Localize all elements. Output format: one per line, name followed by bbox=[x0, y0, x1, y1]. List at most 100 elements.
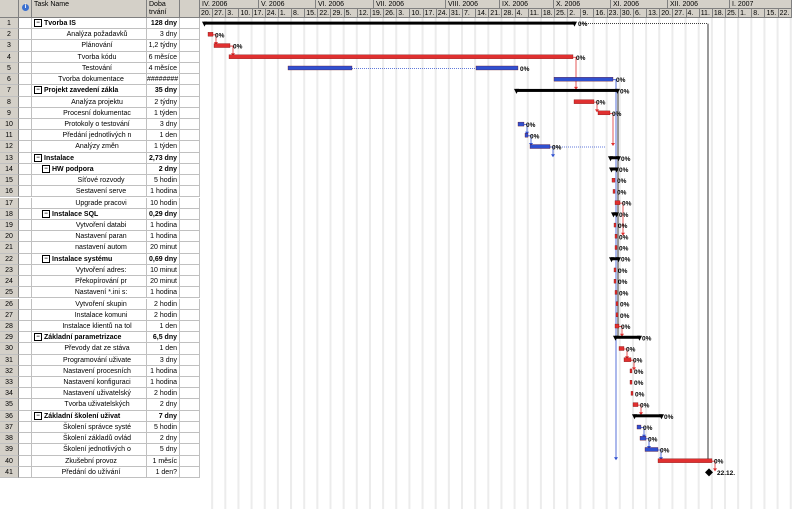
table-row[interactable]: 34 Nastavení uživatelský 2 hodin bbox=[0, 388, 200, 400]
extra-cell[interactable] bbox=[180, 354, 200, 366]
row-id[interactable]: 32 bbox=[0, 365, 19, 377]
collapse-toggle-icon[interactable]: − bbox=[34, 19, 42, 28]
duration-cell[interactable]: 0,69 dny bbox=[147, 253, 180, 265]
task-name-cell[interactable]: Školení jednotlivých o bbox=[32, 444, 147, 456]
extra-cell[interactable] bbox=[180, 410, 200, 422]
duration-cell[interactable]: 1 hodina bbox=[147, 377, 180, 389]
duration-cell[interactable]: 2 dny bbox=[147, 433, 180, 445]
duration-cell[interactable]: 1 měsíc bbox=[147, 455, 180, 467]
row-id[interactable]: 38 bbox=[0, 433, 19, 445]
extra-cell[interactable] bbox=[180, 377, 200, 389]
extra-cell[interactable] bbox=[180, 287, 200, 299]
row-id[interactable]: 11 bbox=[0, 130, 19, 142]
duration-cell[interactable]: ######## bbox=[147, 74, 180, 86]
extra-cell[interactable] bbox=[180, 276, 200, 288]
collapse-toggle-icon[interactable]: − bbox=[34, 153, 42, 162]
table-row[interactable]: 19 Vytvoření databi 1 hodina bbox=[0, 219, 200, 232]
task-name-cell[interactable]: Síťové rozvody bbox=[32, 175, 147, 187]
row-id[interactable]: 33 bbox=[0, 377, 19, 389]
row-id[interactable]: 3 bbox=[0, 40, 19, 52]
table-row[interactable]: 20 Nastavení paran 1 hodina bbox=[0, 231, 200, 243]
duration-cell[interactable]: 1 hodina bbox=[147, 219, 180, 232]
extra-cell[interactable] bbox=[180, 141, 200, 153]
task-name-cell[interactable]: Školení správce systé bbox=[32, 421, 147, 434]
row-id[interactable]: 8 bbox=[0, 96, 19, 108]
table-row[interactable]: 7− Projekt zavedení zákla 35 dny bbox=[0, 85, 200, 97]
duration-cell[interactable]: 1,2 týdny bbox=[147, 40, 180, 52]
duration-cell[interactable]: 1 týden bbox=[147, 141, 180, 153]
table-row[interactable]: 18− Instalace SQL 0,29 dny bbox=[0, 208, 200, 220]
duration-cell[interactable]: 1 hodina bbox=[147, 231, 180, 243]
table-row[interactable]: 30 Převody dat ze stáva 1 den bbox=[0, 343, 200, 355]
table-row[interactable]: 41 Předání do užívání 1 den? bbox=[0, 466, 200, 478]
task-name-cell[interactable]: − Základní parametrizace bbox=[32, 332, 147, 344]
duration-cell[interactable]: 2 dny bbox=[147, 163, 180, 176]
gantt-chart[interactable]: 0%0%0%0%0%0%0%0%0%0%0%0%0%0%0%0%0%0%0%0%… bbox=[200, 18, 792, 509]
task-name-cell[interactable]: Předání do užívání bbox=[32, 466, 147, 478]
task-name-cell[interactable]: Překopírování pr bbox=[32, 276, 147, 288]
extra-cell[interactable] bbox=[180, 163, 200, 176]
task-name-cell[interactable]: Vytvoření skupin bbox=[32, 298, 147, 310]
row-id[interactable]: 28 bbox=[0, 320, 19, 333]
duration-cell[interactable]: 10 hodin bbox=[147, 197, 180, 209]
extra-cell[interactable] bbox=[180, 107, 200, 119]
table-row[interactable]: 39 Školení jednotlivých o 5 dny bbox=[0, 444, 200, 456]
table-row[interactable]: 16 Sestavení serve 1 hodina bbox=[0, 186, 200, 198]
table-row[interactable]: 17 Upgrade pracovi 10 hodin bbox=[0, 197, 200, 209]
row-id[interactable]: 34 bbox=[0, 388, 19, 400]
row-id[interactable]: 7 bbox=[0, 85, 19, 97]
row-id[interactable]: 14 bbox=[0, 163, 19, 176]
table-row[interactable]: 14− HW podpora 2 dny bbox=[0, 163, 200, 176]
duration-cell[interactable]: 7 dny bbox=[147, 410, 180, 422]
indicator-column-header[interactable]: i bbox=[19, 0, 32, 18]
task-name-cell[interactable]: − Tvorba IS bbox=[32, 18, 147, 30]
row-id[interactable]: 17 bbox=[0, 197, 19, 209]
extra-cell[interactable] bbox=[180, 365, 200, 377]
row-id[interactable]: 10 bbox=[0, 118, 19, 131]
duration-cell[interactable]: 3 dny bbox=[147, 29, 180, 41]
row-id[interactable]: 12 bbox=[0, 141, 19, 153]
extra-cell[interactable] bbox=[180, 242, 200, 254]
duration-cell[interactable]: 10 minut bbox=[147, 264, 180, 277]
duration-cell[interactable]: 2 týdny bbox=[147, 96, 180, 108]
extra-cell[interactable] bbox=[180, 444, 200, 456]
row-id[interactable]: 41 bbox=[0, 466, 19, 478]
duration-cell[interactable]: 1 den bbox=[147, 320, 180, 333]
table-row[interactable]: 23 Vytvoření adres: 10 minut bbox=[0, 264, 200, 277]
duration-cell[interactable]: 3 dny bbox=[147, 118, 180, 131]
extra-cell[interactable] bbox=[180, 118, 200, 131]
row-id[interactable]: 39 bbox=[0, 444, 19, 456]
task-name-cell[interactable]: Předání jednotlivých n bbox=[32, 130, 147, 142]
task-name-cell[interactable]: Testování bbox=[32, 62, 147, 75]
row-id[interactable]: 16 bbox=[0, 186, 19, 198]
extra-cell[interactable] bbox=[180, 62, 200, 75]
table-row[interactable]: 22− Instalace systému 0,69 dny bbox=[0, 253, 200, 265]
table-row[interactable]: 25 Nastavení *.ini s: 1 hodina bbox=[0, 287, 200, 299]
table-row[interactable]: 35 Tvorba uživatelských 2 dny bbox=[0, 399, 200, 411]
task-name-column-header[interactable]: Task Name bbox=[32, 0, 147, 18]
duration-cell[interactable]: 1 den bbox=[147, 130, 180, 142]
row-id[interactable]: 40 bbox=[0, 455, 19, 467]
task-name-cell[interactable]: − Instalace systému bbox=[32, 253, 147, 265]
extra-cell[interactable] bbox=[180, 421, 200, 434]
table-row[interactable]: 21 nastavení autom 20 minut bbox=[0, 242, 200, 254]
row-id[interactable]: 37 bbox=[0, 421, 19, 434]
task-name-cell[interactable]: Zkušební provoz bbox=[32, 455, 147, 467]
duration-cell[interactable]: 1 den? bbox=[147, 466, 180, 478]
task-name-cell[interactable]: Tvorba kódu bbox=[32, 51, 147, 63]
task-name-cell[interactable]: Nastavení *.ini s: bbox=[32, 287, 147, 299]
duration-cell[interactable]: 2 dny bbox=[147, 399, 180, 411]
task-name-cell[interactable]: Tvorba dokumentace bbox=[32, 74, 147, 86]
collapse-toggle-icon[interactable]: − bbox=[34, 333, 42, 342]
extra-cell[interactable] bbox=[180, 298, 200, 310]
task-name-cell[interactable]: Sestavení serve bbox=[32, 186, 147, 198]
duration-cell[interactable]: 4 měsíce bbox=[147, 62, 180, 75]
extra-cell[interactable] bbox=[180, 197, 200, 209]
task-name-cell[interactable]: Nastavení uživatelský bbox=[32, 388, 147, 400]
table-row[interactable]: 3 Plánování 1,2 týdny bbox=[0, 40, 200, 52]
extra-cell[interactable] bbox=[180, 219, 200, 232]
row-id[interactable]: 19 bbox=[0, 219, 19, 232]
collapse-toggle-icon[interactable]: − bbox=[34, 411, 42, 420]
extra-cell[interactable] bbox=[180, 332, 200, 344]
duration-cell[interactable]: 1 hodina bbox=[147, 186, 180, 198]
